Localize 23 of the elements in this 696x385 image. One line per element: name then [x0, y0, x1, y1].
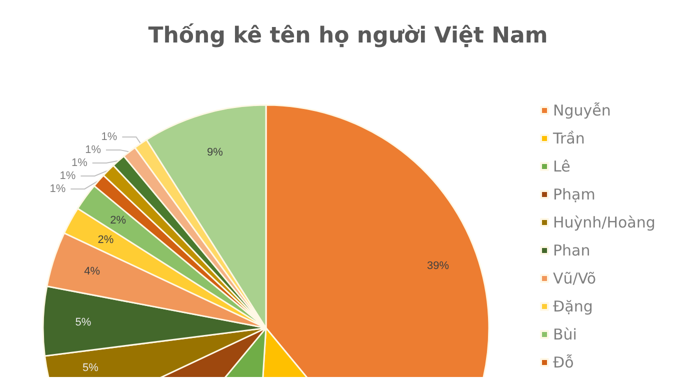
legend-label: Vũ/Võ	[553, 270, 596, 288]
data-label: 1%	[71, 156, 88, 169]
chart-title: Thống kê tên họ người Việt Nam	[148, 22, 548, 48]
legend-label: Phạm	[553, 186, 596, 204]
legend-label: Đặng	[553, 298, 593, 316]
data-label: 1%	[85, 144, 102, 156]
legend-label: Bùi	[553, 326, 577, 344]
data-label: 39%	[427, 260, 450, 272]
legend-label: Lê	[553, 158, 570, 176]
data-label: 1%	[60, 170, 76, 182]
data-label: 5%	[75, 316, 92, 328]
legend-label: Đỗ	[553, 354, 574, 372]
data-label: 5%	[82, 362, 99, 374]
data-label: 1%	[50, 182, 66, 195]
legend-label: Phan	[553, 242, 590, 260]
data-label: 4%	[84, 265, 100, 278]
data-label: 2%	[98, 234, 114, 246]
data-label: 1%	[101, 130, 118, 143]
legend-label: Nguyễn	[553, 102, 611, 120]
legend-label: Huỳnh/Hoàng	[553, 214, 656, 232]
legend-label: Trần	[552, 130, 585, 148]
data-label: 2%	[110, 214, 126, 227]
data-label: 9%	[207, 146, 224, 158]
